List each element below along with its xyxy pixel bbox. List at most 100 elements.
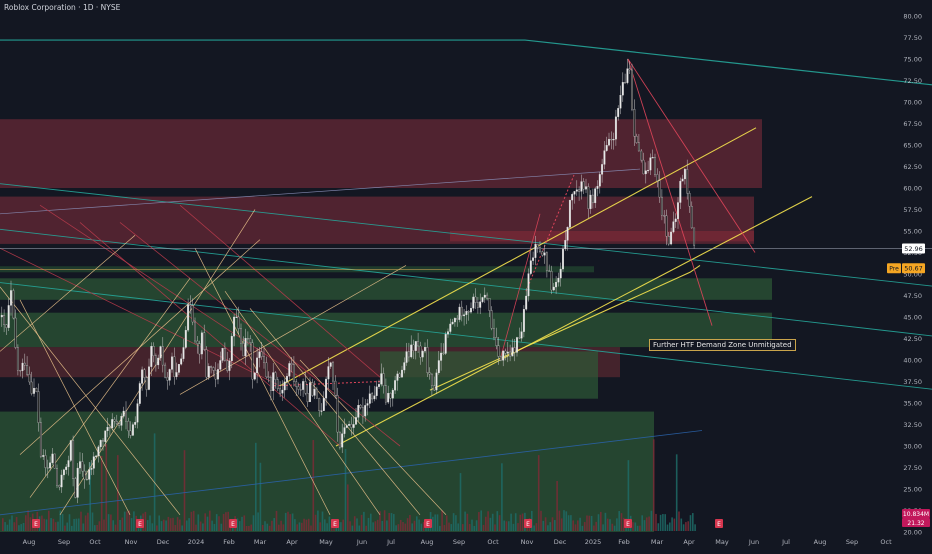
candle-body [465,311,468,315]
volume-bar [4,522,6,531]
candle-body [571,194,574,201]
candle-body [30,381,33,394]
candle-body [371,393,374,400]
volume-bar [600,511,602,531]
zone-8 [0,411,654,532]
candle-body [157,357,160,366]
annotation-label: Further HTF Demand Zone Unmitigated [649,339,796,351]
volume-bar [590,515,593,531]
candle-body [184,329,187,348]
x-tick-label: 2025 [585,538,602,546]
volume-bar [186,520,188,531]
candle-body [541,251,544,256]
candle-body [440,352,443,361]
candle-body [594,188,597,204]
candle-body [173,356,176,377]
candle-body [127,420,130,432]
candle-body [608,139,610,146]
candle-body [37,391,40,423]
candle-body [647,169,650,172]
volume-bar [482,524,485,531]
volume-bar [238,521,241,531]
candle-body [177,364,180,373]
candle-body [476,302,479,308]
volume-bar [694,524,696,531]
volume-bar [455,515,457,531]
volume-bar [45,519,48,531]
candle-body [120,416,123,426]
x-tick-label: Jun [356,538,367,546]
candle-body [677,202,679,220]
volume-bar [498,515,501,531]
volume-bar [146,520,149,531]
candle-body [598,174,601,187]
candle-body [274,372,277,380]
candle-body [566,227,569,241]
y-tick-label: 55.00 [903,228,922,236]
candle-body [437,360,440,374]
zone-7 [380,351,598,399]
candle-body [442,352,445,354]
candle-body [506,351,509,354]
candle-body [424,347,426,352]
candle-body [355,417,357,425]
trend-line-1 [0,183,932,287]
volume-bar [2,518,4,531]
candle-body [322,397,325,411]
candle-body [263,356,265,363]
candle-body [56,468,58,486]
volume-bar [436,514,439,531]
volume-bar [321,511,324,531]
candle-body [223,348,226,361]
candle-body [49,462,52,469]
volume-bar [183,450,186,531]
earnings-marker [715,519,723,528]
volume-bar [18,525,20,531]
candle-body [550,271,553,291]
y-tick-label: 50.00 [903,271,922,279]
volume-bar [158,515,160,531]
volume-bar [172,517,174,531]
candle-body [26,365,29,375]
volume-bar [289,514,292,531]
volume-bar [563,510,565,531]
candle-body [529,260,532,274]
candle-body [148,366,150,390]
candle-body [364,405,367,417]
volume-bar [6,524,9,531]
volume-bar [211,520,213,531]
volume-bar [54,522,57,531]
earnings-marker [331,519,339,528]
x-tick-label: Sep [58,538,70,546]
volume-bar [225,512,227,531]
candle-body [642,159,645,175]
volume-bar [22,522,25,531]
volume-bar [641,515,643,531]
candle-body [690,206,693,229]
candle-body [614,116,617,140]
y-tick-label: 27.50 [903,464,922,472]
candle-body [325,378,328,399]
candle-body [562,248,564,270]
candle-body [16,347,19,371]
candle-body [474,296,477,303]
candle-body [601,164,604,175]
x-tick-label: Mar [651,538,664,546]
candle-body [46,467,49,469]
candle-body [665,215,668,237]
volume-bar [268,525,271,531]
volume-bar [388,512,390,531]
x-tick-label: Jun [748,538,759,546]
volume-bar [639,525,641,531]
trend-line-27 [299,359,447,516]
candle-body [670,231,673,245]
volume-bar [475,520,478,531]
volume-bar [549,522,551,531]
volume-bar [107,514,110,531]
candle-body [150,346,153,367]
volume-bar [393,514,395,531]
volume-bar [363,511,365,531]
x-tick-label: Apr [286,538,298,546]
volume-bar [181,525,183,531]
